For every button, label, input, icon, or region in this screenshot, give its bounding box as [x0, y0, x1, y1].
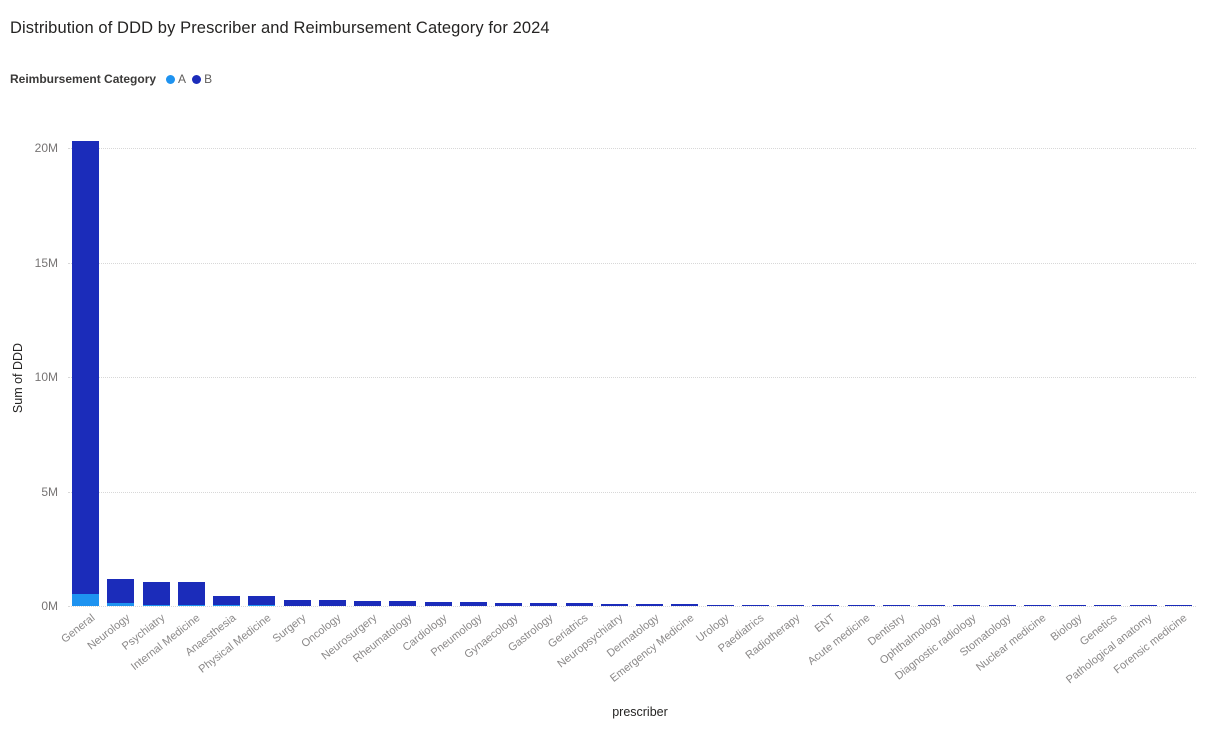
bar-segment-A-physical-medicine[interactable] [248, 605, 276, 606]
y-axis-label: 10M [34, 370, 58, 384]
legend-color-dot [166, 74, 176, 84]
bar-segment-B-general[interactable] [72, 141, 100, 595]
bar-segment-B-pathological-anatomy[interactable] [1129, 605, 1157, 606]
bar-segment-B-gastrology[interactable] [530, 603, 558, 606]
bar-segment-B-cardiology[interactable] [424, 601, 452, 606]
bar-segment-B-nuclear-medicine[interactable] [1023, 605, 1051, 606]
bar-segment-B-emergency-medicine[interactable] [671, 604, 699, 606]
legend-item-label: B [204, 72, 213, 86]
bar-segment-B-gynaecology[interactable] [495, 602, 523, 606]
x-axis-label-acute-medicine: Acute medicine [805, 612, 873, 668]
legend-item-label: A [178, 72, 187, 86]
y-axis-label: 5M [41, 484, 58, 499]
x-axis-label-ent: ENT [812, 612, 838, 636]
bar-segment-B-stomatology[interactable] [988, 605, 1016, 606]
bar-segment-B-urology[interactable] [706, 604, 734, 606]
bar-segment-A-anaesthesia[interactable] [213, 605, 241, 606]
bar-segment-B-forensic-medicine[interactable] [1164, 605, 1192, 606]
bar-segment-B-ophthalmology[interactable] [918, 605, 946, 606]
bar-segment-B-surgery[interactable] [283, 599, 311, 606]
x-axis-title: prescriber [612, 705, 668, 719]
bar-segment-B-paediatrics[interactable] [741, 604, 769, 606]
bar-segment-B-dermatology[interactable] [636, 604, 664, 606]
bar-segment-B-anaesthesia[interactable] [213, 595, 241, 606]
bar-segment-B-psychiatry[interactable] [142, 581, 170, 606]
bar-segment-A-internal-medicine[interactable] [177, 605, 205, 606]
legend-item-B[interactable]: B [192, 72, 212, 86]
bar-segment-B-neurology[interactable] [107, 579, 135, 604]
gridline-15M [68, 262, 1196, 264]
bar-segment-B-physical-medicine[interactable] [248, 596, 276, 606]
legend-color-dot [192, 74, 202, 84]
bar-segment-B-ent[interactable] [812, 604, 840, 606]
legend: Reimbursement Category A B [10, 72, 212, 86]
bar-segment-B-internal-medicine[interactable] [177, 582, 205, 606]
y-axis-label: 20M [34, 141, 58, 155]
bar-segment-B-neurosurgery[interactable] [354, 600, 382, 606]
bar-segment-A-neurology[interactable] [107, 603, 135, 606]
bar-segment-B-geriatrics[interactable] [565, 603, 593, 606]
bar-segment-B-pneumology[interactable] [459, 602, 487, 606]
bar-segment-B-neuropsychiatry[interactable] [600, 603, 628, 606]
bar-segment-A-psychiatry[interactable] [142, 605, 170, 606]
legend-title: Reimbursement Category [10, 72, 157, 86]
y-axis-title: Sum of DDD [11, 342, 25, 414]
bar-segment-B-diagnostic-radiology[interactable] [953, 605, 981, 606]
bar-segment-B-acute-medicine[interactable] [847, 605, 875, 606]
bar-segment-B-rheumatology[interactable] [389, 601, 417, 606]
bar-segment-A-general[interactable] [72, 594, 100, 606]
bar-segment-B-dentistry[interactable] [882, 605, 910, 606]
bar-segment-B-radiotherapy[interactable] [777, 604, 805, 606]
y-axis-label: 15M [34, 255, 58, 270]
bar-segment-B-oncology[interactable] [318, 600, 346, 606]
y-axis-label: 0M [41, 599, 58, 613]
gridline-20M [68, 148, 1196, 149]
gridline-0M [68, 606, 1196, 607]
gridline-10M [68, 377, 1196, 378]
bar-segment-B-biology[interactable] [1059, 605, 1087, 606]
legend-item-A[interactable]: A [166, 72, 186, 86]
gridline-5M [68, 491, 1196, 493]
bar-segment-B-genetics[interactable] [1094, 605, 1122, 606]
chart-title: Distribution of DDD by Prescriber and Re… [10, 19, 550, 37]
